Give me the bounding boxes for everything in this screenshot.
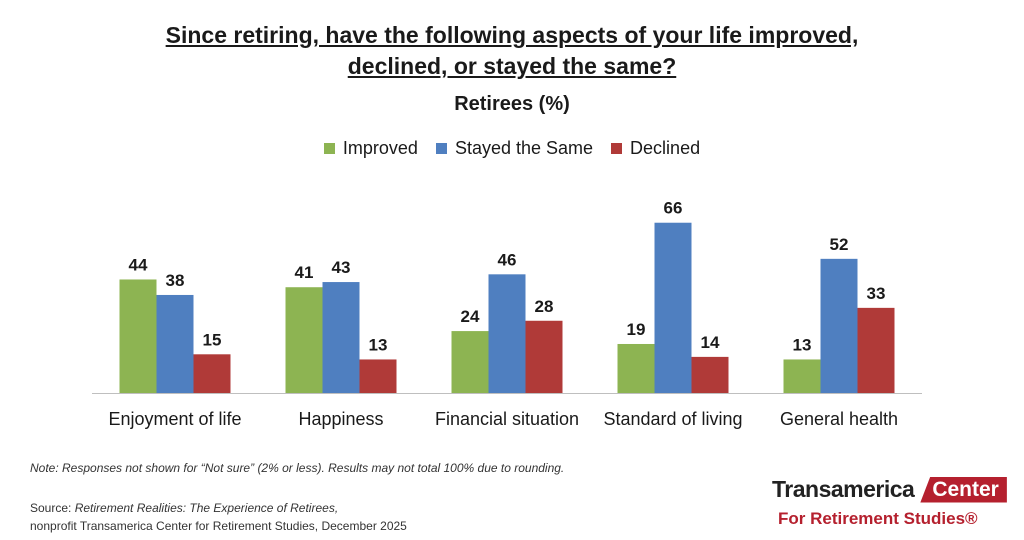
x-tick-label-0: Enjoyment of life — [108, 409, 241, 429]
bar-same-0 — [156, 294, 194, 393]
legend-label-same: Stayed the Same — [454, 138, 594, 158]
bar-improved-4 — [783, 359, 821, 393]
data-label-declined-1: 13 — [369, 335, 388, 354]
chart-title: Since retiring, have the following aspec… — [0, 20, 1024, 82]
data-label-same-1: 43 — [332, 258, 351, 277]
bar-declined-3 — [691, 356, 729, 393]
source-citation: Source: Retirement Realities: The Experi… — [30, 499, 407, 535]
data-label-declined-3: 14 — [701, 333, 720, 352]
data-label-improved-2: 24 — [461, 307, 480, 326]
chart-title-line-2: declined, or stayed the same? — [347, 53, 677, 79]
bar-same-3 — [654, 222, 692, 393]
bar-declined-0 — [193, 354, 231, 393]
data-label-same-3: 66 — [664, 199, 683, 218]
data-label-improved-1: 41 — [295, 263, 314, 282]
bar-same-1 — [322, 282, 360, 393]
bar-declined-2 — [525, 320, 563, 393]
bar-improved-0 — [119, 279, 157, 393]
data-label-same-0: 38 — [166, 271, 185, 290]
data-label-same-4: 52 — [830, 235, 849, 254]
x-tick-label-4: General health — [780, 409, 898, 429]
transamerica-logo: Transamerica Center For Retirement Studi… — [720, 476, 1010, 536]
data-label-improved-4: 13 — [793, 335, 812, 354]
data-label-improved-0: 44 — [129, 255, 148, 274]
logo-wordmark: Transamerica — [772, 476, 915, 502]
logo-tagline: For Retirement Studies® — [778, 509, 978, 528]
x-tick-label-3: Standard of living — [603, 409, 742, 429]
chart-subtitle: Retirees (%) — [454, 93, 570, 115]
legend-item-declined: Declined — [611, 138, 700, 159]
legend-swatch-improved — [323, 143, 335, 154]
bar-same-4 — [820, 258, 858, 393]
source-line-2: nonprofit Transamerica Center for Retire… — [30, 519, 407, 533]
source-title: Retirement Realities: The Experience of … — [74, 501, 339, 515]
legend-swatch-declined — [611, 143, 623, 154]
logo-center-tag: Center — [920, 476, 1007, 503]
bar-improved-2 — [451, 331, 489, 393]
data-label-declined-4: 33 — [867, 284, 886, 303]
bar-improved-3 — [617, 343, 655, 393]
data-label-improved-3: 19 — [627, 320, 646, 339]
x-tick-label-1: Happiness — [298, 409, 383, 429]
legend-swatch-same — [435, 143, 447, 154]
bar-declined-4 — [857, 307, 895, 393]
chart-note: Note: Responses not shown for “Not sure”… — [30, 461, 565, 475]
data-label-same-2: 46 — [498, 250, 517, 269]
chart-legend: Improved Stayed the Same Declined — [0, 138, 1024, 159]
source-label: Source: — [30, 501, 75, 515]
data-label-declined-2: 28 — [535, 297, 554, 316]
bar-declined-1 — [359, 359, 397, 393]
data-label-declined-0: 15 — [203, 330, 222, 349]
bar-improved-1 — [285, 287, 323, 393]
bar-same-2 — [488, 274, 526, 393]
x-tick-label-2: Financial situation — [435, 409, 579, 429]
legend-label-improved: Improved — [342, 138, 418, 158]
chart-title-line-1: Since retiring, have the following aspec… — [165, 22, 859, 48]
legend-item-improved: Improved — [323, 138, 418, 159]
legend-label-declined: Declined — [630, 138, 701, 158]
legend-item-same: Stayed the Same — [435, 138, 594, 159]
